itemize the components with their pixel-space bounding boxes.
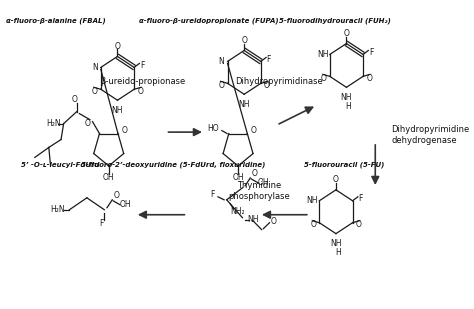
Text: O: O	[344, 29, 349, 38]
Text: NH: NH	[307, 196, 318, 205]
Text: 5’ -O-ʟ-leucyl-FdUrd: 5’ -O-ʟ-leucyl-FdUrd	[20, 162, 99, 168]
Text: H₂N: H₂N	[46, 119, 61, 128]
Text: HO: HO	[207, 124, 219, 133]
Text: F: F	[369, 48, 373, 57]
Text: β-ureido-propionase: β-ureido-propionase	[100, 77, 185, 86]
Text: F: F	[358, 194, 363, 203]
Text: O: O	[333, 176, 339, 184]
Text: O: O	[366, 74, 372, 83]
Text: Dihydropyrimidine
dehydrogenase: Dihydropyrimidine dehydrogenase	[391, 125, 469, 145]
Text: O: O	[137, 87, 143, 96]
Text: O: O	[310, 220, 316, 229]
Text: α-fluoro-β-alanine (FBAL): α-fluoro-β-alanine (FBAL)	[6, 17, 105, 24]
Text: F: F	[210, 190, 215, 199]
Text: F: F	[266, 55, 271, 64]
Text: NH₂: NH₂	[230, 207, 245, 216]
Text: O: O	[252, 169, 257, 178]
Text: O: O	[92, 87, 98, 96]
Text: OH: OH	[232, 173, 244, 182]
Text: OH: OH	[257, 178, 269, 187]
Text: NH: NH	[112, 106, 123, 115]
Text: O: O	[84, 119, 90, 128]
Text: Thymidine
phosphorylase: Thymidine phosphorylase	[228, 181, 290, 201]
Text: O: O	[264, 81, 270, 90]
Text: NH: NH	[238, 100, 250, 109]
Text: NH: NH	[330, 239, 342, 248]
Text: O: O	[241, 36, 247, 45]
Text: Dihydropyrimidinase: Dihydropyrimidinase	[235, 77, 323, 86]
Text: O: O	[72, 95, 78, 104]
Text: H: H	[335, 248, 340, 257]
Text: N: N	[92, 63, 98, 72]
Text: O: O	[271, 217, 277, 226]
Text: NH: NH	[341, 93, 352, 102]
Text: F: F	[140, 61, 144, 70]
Text: O: O	[114, 191, 119, 200]
Text: H₂N: H₂N	[50, 205, 64, 214]
Text: O: O	[321, 74, 327, 83]
Text: 5-fluoro-2’-deoxyuridine (5-FdUrd, floxuridine): 5-fluoro-2’-deoxyuridine (5-FdUrd, floxu…	[81, 162, 265, 168]
Text: NH: NH	[317, 50, 328, 59]
Text: OH: OH	[119, 200, 131, 209]
Text: H: H	[345, 102, 351, 111]
Text: N: N	[219, 57, 224, 66]
Text: O: O	[219, 81, 224, 90]
Text: NH: NH	[247, 215, 259, 224]
Text: OH: OH	[103, 173, 115, 182]
Text: F: F	[100, 219, 104, 228]
Text: 5-fluorouracil (5-FU): 5-fluorouracil (5-FU)	[304, 162, 384, 168]
Text: O: O	[250, 126, 256, 135]
Text: 5-fluorodihydrouracil (FUH₂): 5-fluorodihydrouracil (FUH₂)	[279, 17, 391, 24]
Text: O: O	[356, 220, 362, 229]
Text: O: O	[121, 126, 127, 135]
Text: O: O	[115, 42, 120, 51]
Text: α-fluoro-β-ureidopropionate (FUPA): α-fluoro-β-ureidopropionate (FUPA)	[139, 17, 279, 24]
